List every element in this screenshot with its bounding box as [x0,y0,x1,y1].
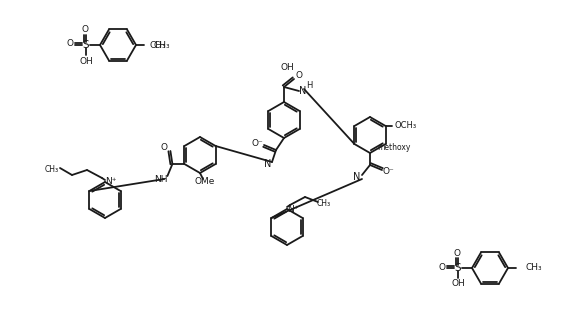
Text: OH: OH [451,280,465,288]
Text: CH₃: CH₃ [154,41,171,49]
Text: N⁺: N⁺ [105,178,117,186]
Text: OCH₃: OCH₃ [395,121,417,130]
Text: O: O [454,248,460,257]
Text: CH₃: CH₃ [45,166,59,175]
Text: OH: OH [280,63,294,73]
Text: O: O [82,25,88,35]
Text: OH: OH [79,56,93,65]
Text: OMe: OMe [195,177,215,185]
Text: N⁺: N⁺ [287,205,299,214]
Text: H: H [306,82,312,90]
Text: methoxy: methoxy [377,144,411,152]
Text: CH₃: CH₃ [317,200,331,209]
Text: O: O [161,143,168,151]
Text: O⁻: O⁻ [251,139,263,148]
Text: NH: NH [154,175,167,183]
Text: O: O [438,262,446,272]
Text: N: N [264,159,272,169]
Text: S: S [455,263,462,273]
Text: CH₃: CH₃ [150,41,167,49]
Text: CH₃: CH₃ [526,263,543,273]
Text: O⁻: O⁻ [382,167,394,176]
Text: N: N [299,86,307,96]
Text: O: O [295,72,303,81]
Text: S: S [83,40,90,50]
Text: O: O [66,40,74,49]
Text: N: N [353,172,361,182]
